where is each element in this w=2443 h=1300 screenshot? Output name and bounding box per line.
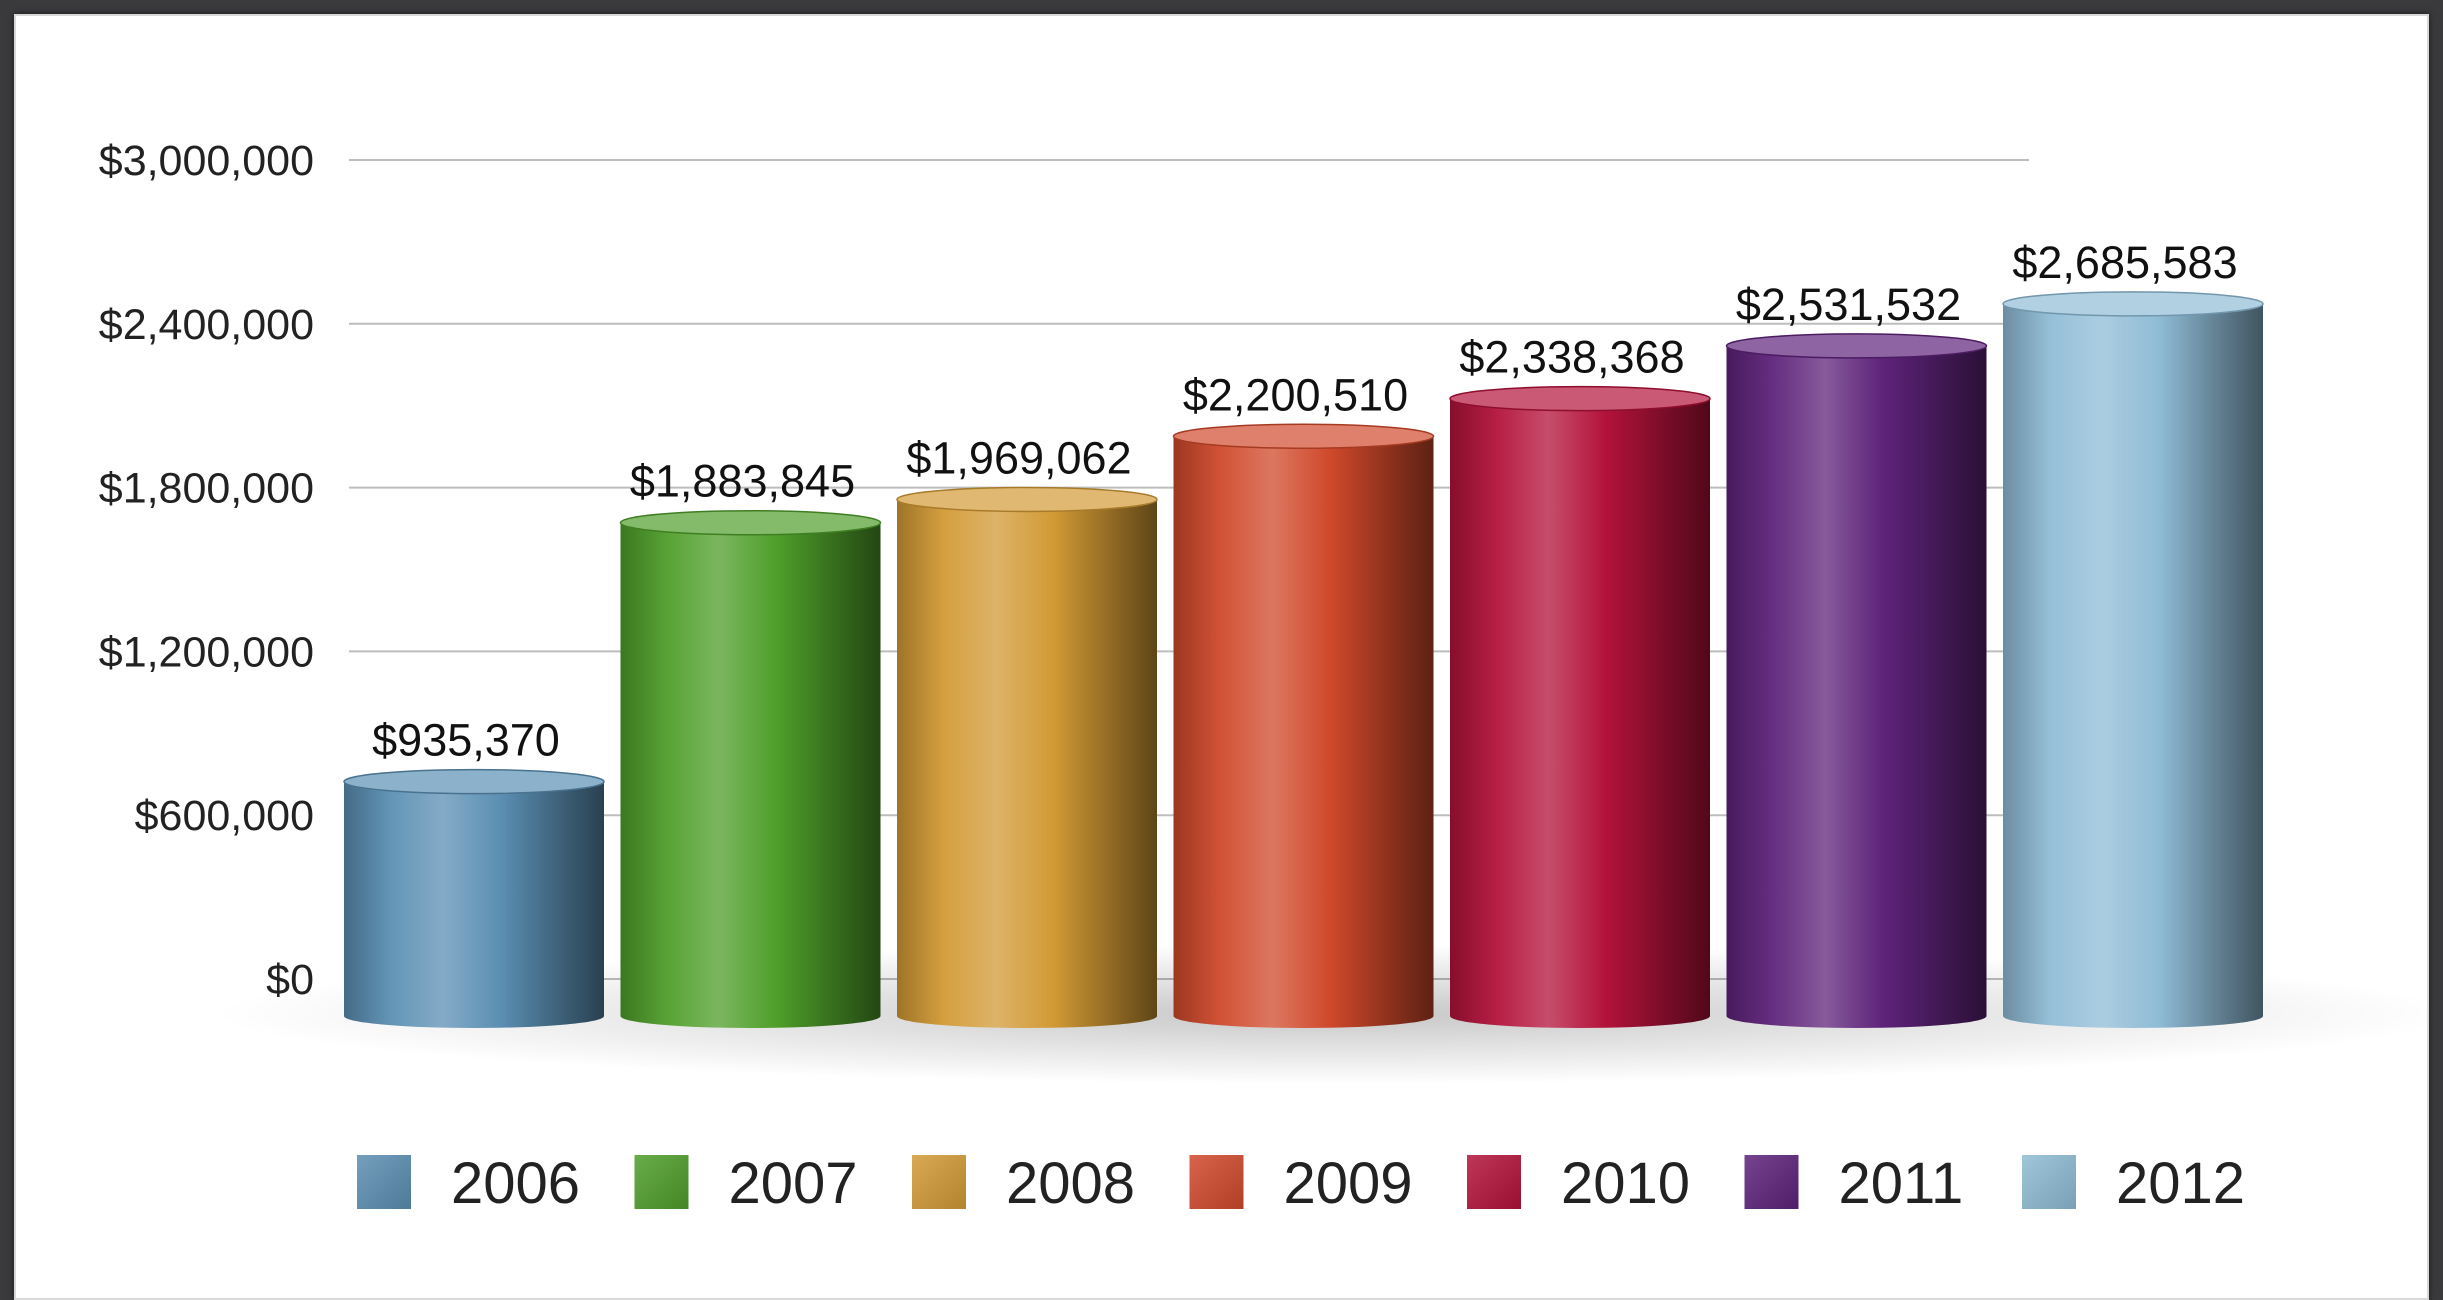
bar-2006 [343,768,605,1028]
data-label: $2,200,510 [1183,369,1408,420]
legend-item-2008: 2008 [912,1151,1135,1216]
legend-swatch [357,1155,411,1209]
data-labels: $935,370 $1,883,845 $1,969,062 $2,200,510 $2… [372,237,2237,766]
legend-item-2007: 2007 [634,1151,858,1216]
legend-swatch [912,1155,966,1209]
legend-label: 2007 [729,1151,858,1216]
bar-body [897,499,1157,1029]
bar-body [620,522,881,1028]
y-tick-label: $3,000,000 [99,137,314,185]
bar-top [1172,423,1435,450]
legend-item-2006: 2006 [357,1151,580,1216]
legend-item-2012: 2012 [2022,1151,2245,1216]
bar-body [1450,398,1710,1028]
legend-label: 2009 [1284,1151,1413,1216]
bar-2012 [2002,291,2264,1028]
bar-top [1725,333,1988,359]
bar-body [344,781,604,1028]
legend-swatch [2022,1155,2076,1209]
bar-top [619,509,882,536]
y-tick-label: $1,800,000 [99,465,314,513]
bar-chart: $0$600,000$1,200,000$1,800,000$2,400,000… [99,137,2429,1216]
legend-item-2011: 2011 [1744,1151,1964,1216]
bar-body [2003,303,2263,1028]
y-tick-label: $2,400,000 [99,301,314,349]
data-label: $1,883,845 [630,456,855,507]
y-tick-label: $600,000 [135,792,314,840]
data-label: $2,338,368 [1459,332,1684,383]
legend-label: 2010 [1561,1151,1690,1216]
legend-swatch [1744,1155,1799,1209]
bar-2011 [1725,333,1988,1029]
bar-top [896,486,1158,513]
legend-swatch [1467,1155,1521,1209]
legend: 2006 2007 2008 2009 2010 2011 2012 [357,1151,2245,1216]
legend-swatch [634,1155,689,1209]
legend-label: 2011 [1839,1151,1964,1216]
y-tick-label: $1,200,000 [99,628,314,676]
bars [343,291,2264,1029]
data-label: $1,969,062 [906,432,1131,483]
legend-label: 2012 [2116,1151,2245,1216]
bar-2009 [1172,423,1435,1029]
bar-body [1173,436,1434,1029]
data-label: $935,370 [372,715,560,766]
bar-body [1726,345,1987,1029]
bar-top [343,768,605,795]
bar-2010 [1449,385,1711,1028]
legend-label: 2008 [1006,1151,1135,1216]
chart-frame: $0 $600,000 $1,200,000 $1,800,000 $2,400,000… [14,14,2429,1300]
bar-2008 [896,486,1158,1029]
data-label: $2,685,583 [2012,237,2237,288]
data-label: $2,531,532 [1736,279,1961,330]
y-axis: $0$600,000$1,200,000$1,800,000$2,400,000… [99,137,314,1004]
legend-item-2009: 2009 [1189,1151,1413,1216]
bar-top [1449,385,1711,412]
bar-top [2002,291,2264,317]
bar-2007 [619,509,882,1028]
legend-swatch [1189,1155,1244,1209]
legend-label: 2006 [451,1151,580,1216]
legend-item-2010: 2010 [1467,1151,1690,1216]
